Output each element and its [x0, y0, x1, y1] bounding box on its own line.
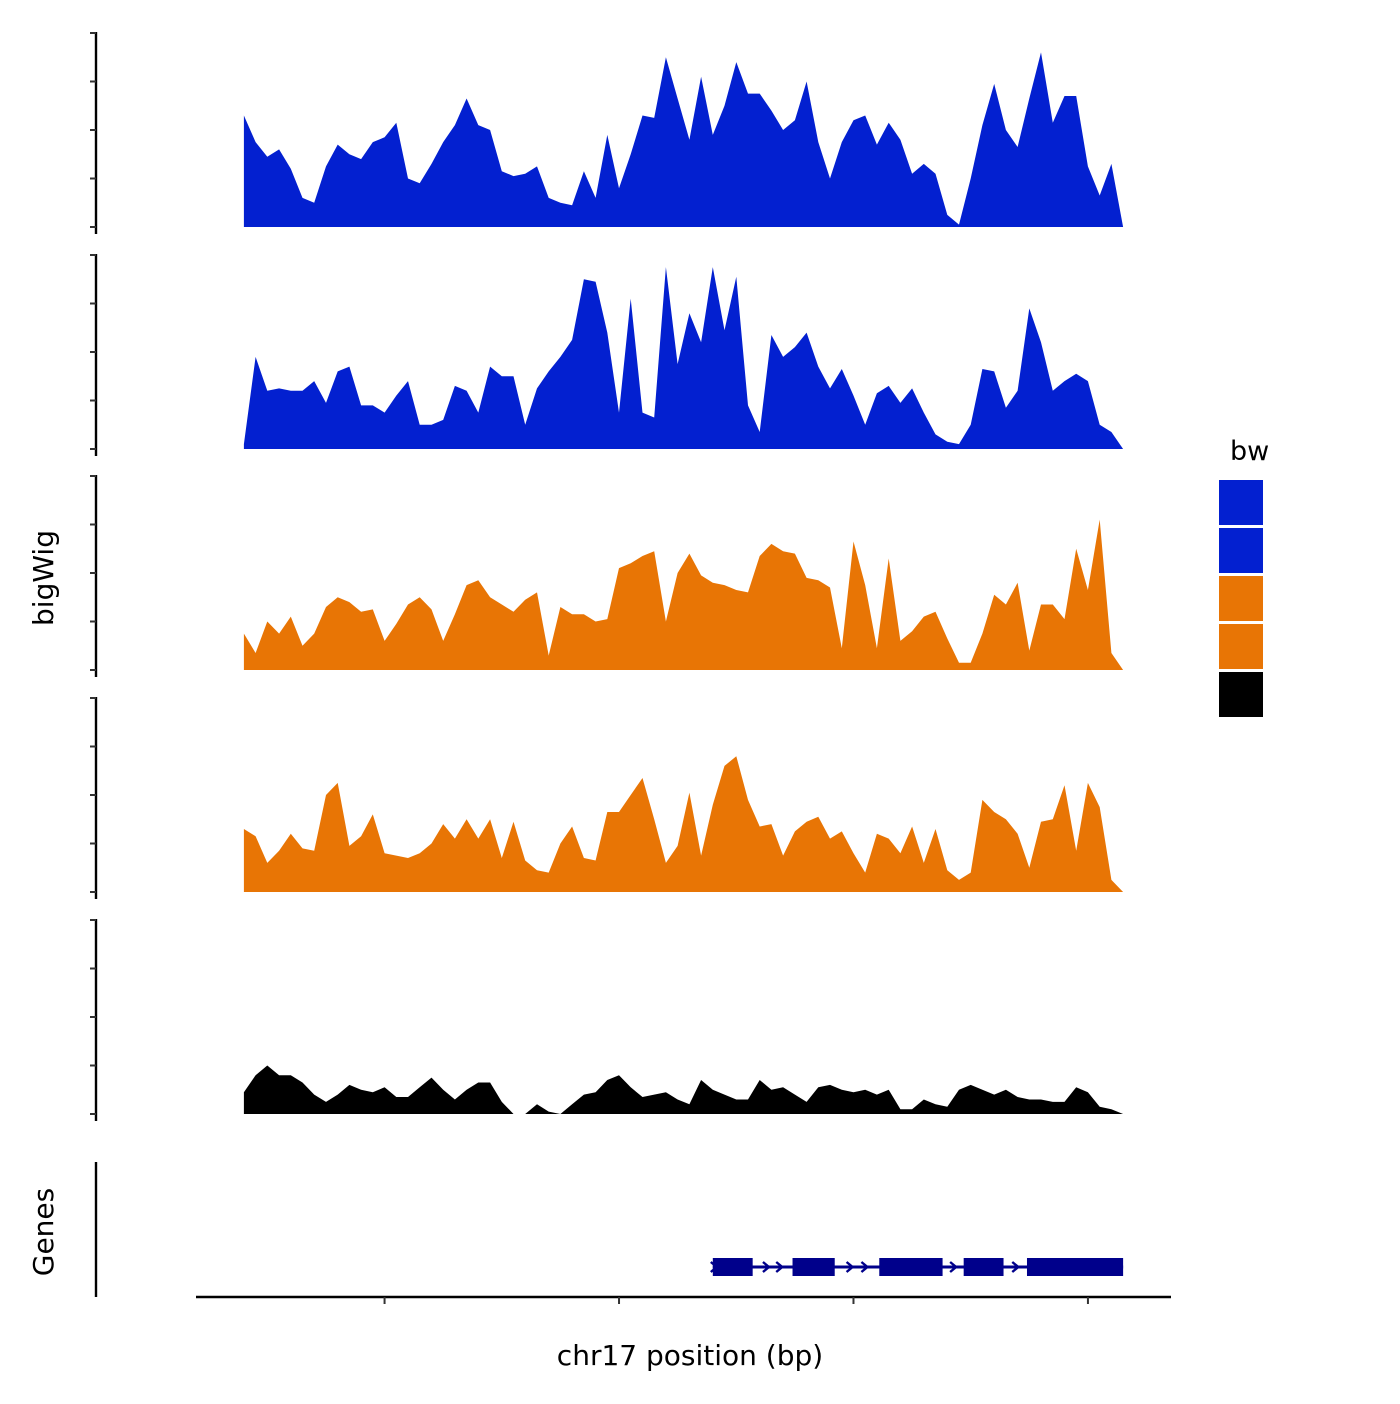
legend-swatch-E17_2: [1219, 624, 1263, 669]
legend-title: bw: [1230, 436, 1269, 467]
exon-Prss34-5: [1026, 1258, 1124, 1276]
y-axis-title: bigWig: [27, 530, 60, 626]
genes-track-title: Genes: [27, 1188, 60, 1276]
strand-arrow-Prss34-3-0: [1011, 1261, 1021, 1273]
strand-arrow-Prss34-0-0: [762, 1261, 771, 1273]
exon-Prss34-1: [712, 1258, 753, 1276]
exon-Prss34-4: [963, 1258, 1004, 1276]
legend-swatch-E14_2: [1219, 528, 1263, 573]
exon-Prss34-2: [792, 1258, 835, 1276]
strand-arrow-Prss34-1-1: [860, 1261, 870, 1273]
coverage-area-E17_2: [243, 756, 1124, 892]
x-axis-title: chr17 position (bp): [557, 1339, 823, 1372]
legend-swatch-E17_1: [1219, 576, 1263, 621]
strand-arrow-Prss34-2-0: [949, 1261, 959, 1273]
exon-Prss34-3: [879, 1258, 943, 1276]
coverage-area-E14_1: [243, 52, 1124, 228]
strand-arrow-Prss34-0-1: [775, 1261, 785, 1273]
coverage-area-Input: [243, 1065, 1124, 1114]
legend-swatch-E14_1: [1219, 480, 1263, 525]
legend-swatch-Input: [1219, 672, 1263, 717]
coverage-area-E14_2: [243, 267, 1124, 449]
coverage-area-E17_1: [243, 519, 1124, 670]
strand-arrow-Prss34-1-0: [845, 1261, 855, 1273]
